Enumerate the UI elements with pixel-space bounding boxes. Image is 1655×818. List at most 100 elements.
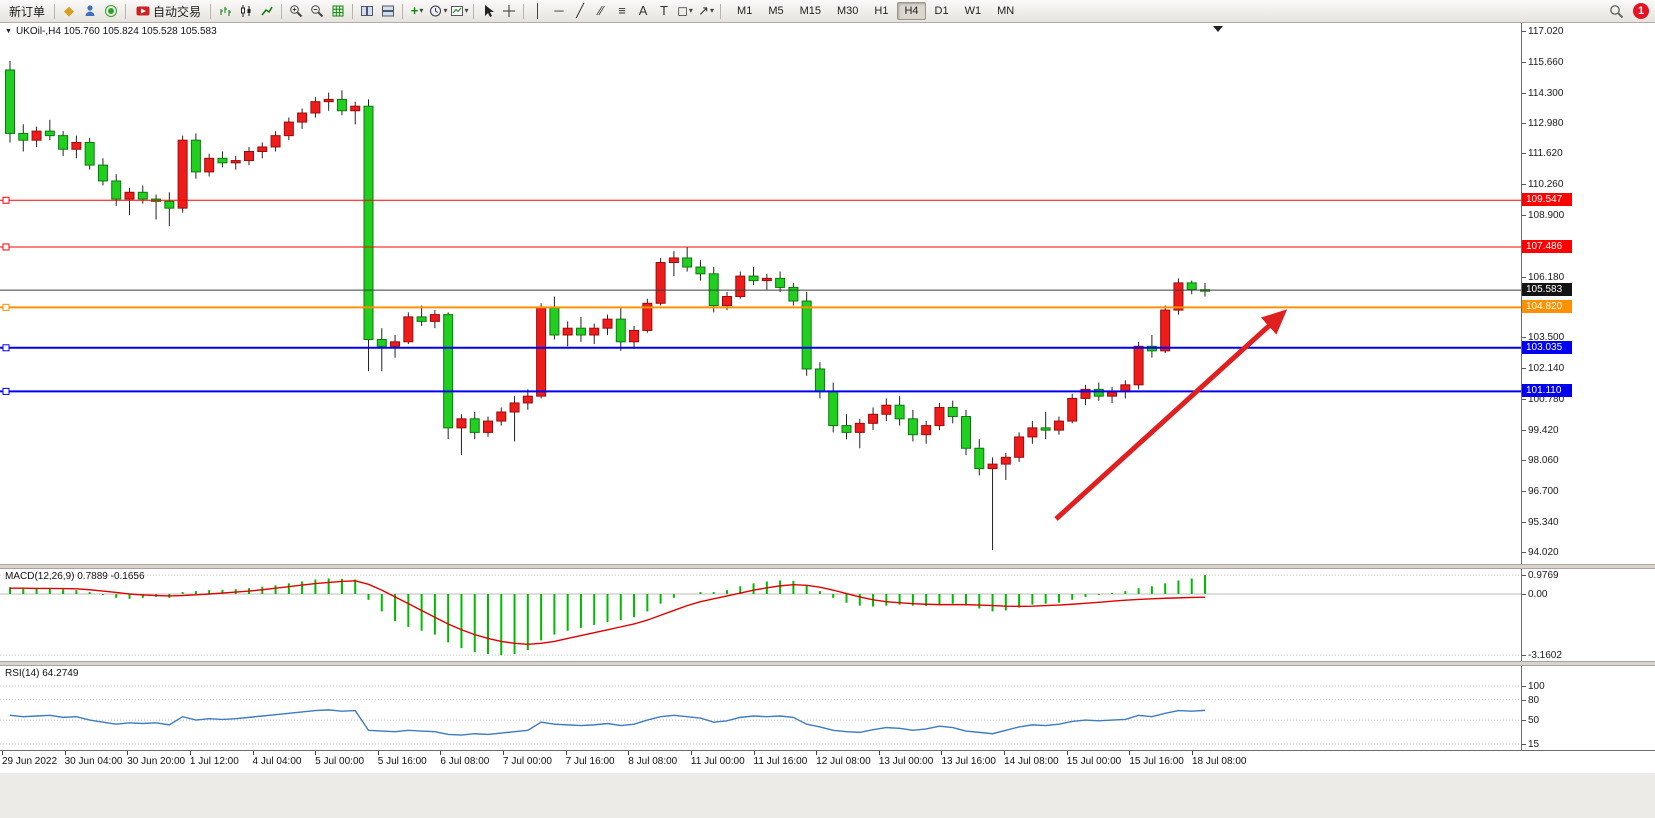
candle bbox=[31, 130, 42, 141]
cursor-icon[interactable] bbox=[478, 2, 498, 20]
trendline-icon[interactable]: ╱ bbox=[576, 3, 584, 18]
toolbar-separator bbox=[473, 3, 475, 19]
horizontal-line-icon[interactable]: ─ bbox=[554, 3, 564, 18]
chart-window[interactable]: ▼ UKOil-,H4 105.760 105.824 105.528 105.… bbox=[0, 22, 1655, 818]
candle bbox=[376, 339, 387, 347]
time-axis-label: 7 Jul 00:00 bbox=[503, 751, 552, 767]
candle bbox=[483, 420, 493, 433]
template-icon[interactable]: ▾ bbox=[449, 2, 469, 20]
level-anchor-marker[interactable] bbox=[2, 387, 10, 395]
candle bbox=[562, 327, 573, 336]
tile-horizontal-icon[interactable] bbox=[378, 2, 398, 20]
level-anchor-marker[interactable] bbox=[2, 344, 10, 352]
level-anchor-marker[interactable] bbox=[2, 196, 10, 204]
fibonacci-icon[interactable]: ≡ bbox=[618, 3, 626, 18]
text-tool-icon[interactable]: A bbox=[638, 3, 648, 18]
arrow-tool-icon[interactable]: ↗ ▾ bbox=[698, 3, 714, 18]
search-icon[interactable] bbox=[1606, 2, 1626, 20]
candle bbox=[204, 157, 215, 173]
add-indicator-icon[interactable]: + ▾ bbox=[410, 3, 424, 18]
timeframe-button-m15[interactable]: M15 bbox=[799, 5, 821, 17]
gold-diamond-icon[interactable]: ◆ bbox=[64, 3, 75, 18]
time-axis-label: 7 Jul 16:00 bbox=[565, 751, 615, 767]
price-tick-label: 96.700 bbox=[1522, 486, 1559, 498]
candle bbox=[111, 180, 122, 200]
chart-shift-marker[interactable] bbox=[1213, 26, 1223, 32]
macd-axis-label: -3.1602 bbox=[1522, 650, 1562, 662]
zoom-in-icon[interactable] bbox=[286, 2, 306, 20]
rsi-label: RSI(14) 64.2749 bbox=[5, 668, 79, 679]
price-tick-label: 103.500 bbox=[1521, 332, 1565, 344]
level-anchor-marker[interactable] bbox=[2, 303, 10, 311]
candle bbox=[429, 314, 440, 322]
candle bbox=[987, 463, 998, 470]
time-axis[interactable]: 29 Jun 2022 30 Jun 04:00 30 Jun 20:00 1 Jul… bbox=[0, 750, 1655, 773]
candle bbox=[1053, 420, 1064, 431]
time-axis-label: 8 Jul 08:00 bbox=[628, 751, 678, 767]
notification-badge[interactable]: 1 bbox=[1633, 3, 1649, 19]
timeframe-button-mn[interactable]: MN bbox=[997, 5, 1015, 17]
candle bbox=[469, 418, 480, 433]
pane-splitter[interactable] bbox=[0, 661, 1655, 666]
candle bbox=[390, 341, 401, 347]
shapes-tool-icon[interactable]: ◻ ▾ bbox=[677, 3, 693, 18]
candle bbox=[1014, 436, 1025, 458]
price-tick-label: 102.140 bbox=[1521, 363, 1565, 375]
rsi-axis-label: 80 bbox=[1521, 694, 1540, 706]
bar-chart-icon[interactable] bbox=[215, 2, 235, 20]
candle bbox=[283, 121, 294, 137]
tile-windows-icon[interactable] bbox=[357, 2, 377, 20]
new-order-button[interactable]: 新订单 bbox=[4, 2, 50, 21]
candle bbox=[456, 418, 467, 429]
timeframe-button-h4[interactable]: H4 bbox=[897, 2, 926, 20]
timeframe-button-w1[interactable]: W1 bbox=[964, 5, 982, 17]
price-tick-label: 108.900 bbox=[1521, 209, 1565, 221]
grid-icon[interactable] bbox=[328, 2, 348, 20]
level-anchor-marker[interactable] bbox=[2, 243, 10, 251]
price-tick-label: 112.980 bbox=[1521, 117, 1564, 129]
candle bbox=[575, 327, 586, 336]
candle bbox=[655, 262, 666, 304]
macd-axis-label: 0.00 bbox=[1521, 589, 1548, 600]
zoom-out-icon[interactable] bbox=[307, 2, 327, 20]
macd-signal-line bbox=[10, 580, 1206, 645]
timeframe-clock-icon[interactable]: ▾ bbox=[428, 2, 448, 20]
collapse-icon[interactable]: ▼ bbox=[5, 28, 12, 35]
vertical-line-icon[interactable]: │ bbox=[533, 3, 543, 18]
rsi-pane[interactable]: RSI(14) 64.2749 bbox=[0, 666, 1522, 750]
timeframe-button-d1[interactable]: D1 bbox=[934, 5, 949, 17]
trend-arrow[interactable] bbox=[1054, 309, 1288, 521]
main-chart-pane[interactable]: ▼ UKOil-,H4 105.760 105.824 105.528 105.… bbox=[0, 22, 1522, 564]
candle bbox=[814, 368, 825, 393]
user-icon[interactable] bbox=[80, 2, 100, 20]
crosshair-icon[interactable] bbox=[499, 2, 519, 20]
label-tool-icon[interactable]: T bbox=[660, 3, 668, 18]
candle bbox=[71, 141, 82, 150]
candle bbox=[1067, 397, 1078, 422]
channel-icon[interactable]: ⁄⁄ bbox=[598, 3, 604, 18]
broadcast-icon[interactable] bbox=[101, 2, 121, 20]
candle bbox=[310, 101, 321, 114]
timeframe-button-m30[interactable]: M30 bbox=[837, 5, 859, 17]
candle bbox=[881, 404, 892, 415]
macd-pane[interactable]: MACD(12,26,9) 0.7889 -0.1656 bbox=[0, 569, 1522, 661]
timeframe-button-m1[interactable]: M1 bbox=[737, 5, 753, 17]
candle bbox=[602, 318, 613, 329]
candlestick-chart-icon[interactable] bbox=[236, 2, 256, 20]
time-axis-label: 11 Jul 16:00 bbox=[753, 751, 808, 767]
pane-splitter[interactable] bbox=[0, 564, 1655, 569]
candle bbox=[363, 105, 374, 341]
auto-trading-button[interactable]: 自动交易 bbox=[130, 1, 206, 21]
timeframe-button-m5[interactable]: M5 bbox=[768, 5, 784, 17]
candle bbox=[270, 135, 281, 148]
price-axis[interactable]: 117.020 115.660 114.300 112.980 111.620 110.2… bbox=[1521, 22, 1655, 750]
price-tick-label: 99.420 bbox=[1522, 424, 1559, 436]
price-tick-label: 94.020 bbox=[1522, 547, 1559, 558]
candle bbox=[775, 277, 786, 288]
candle bbox=[748, 275, 759, 282]
candle bbox=[589, 327, 600, 336]
line-chart-icon[interactable] bbox=[257, 2, 277, 20]
candle bbox=[124, 191, 135, 200]
rsi-line bbox=[9, 709, 1206, 736]
timeframe-button-h1[interactable]: H1 bbox=[874, 5, 889, 17]
